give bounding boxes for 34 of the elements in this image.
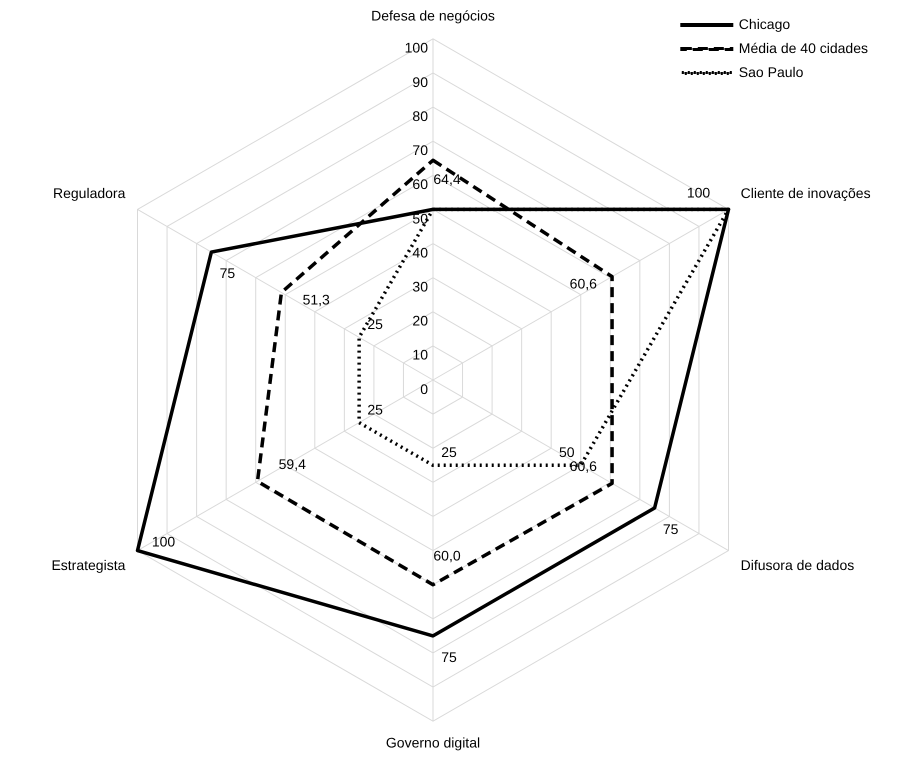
y-tick-label: 60 (412, 176, 428, 192)
y-tick-label: 90 (412, 74, 428, 90)
data-label: 75 (441, 648, 457, 665)
legend-label: Chicago (738, 16, 790, 32)
data-label: 64,4 (433, 171, 461, 188)
y-tick-label: 80 (412, 108, 428, 124)
data-label: 100 (686, 184, 710, 200)
data-label: 60,6 (570, 458, 598, 474)
data-label: 75 (662, 520, 679, 537)
y-tick-label: 100 (404, 40, 428, 56)
y-tick-label: 10 (412, 346, 428, 363)
y-tick-label: 40 (412, 244, 428, 260)
data-label: 75 (220, 264, 236, 281)
spoke-label: Estrategista (51, 556, 126, 573)
y-tick-label: 20 (412, 312, 428, 329)
y-tick-label: 30 (412, 278, 428, 294)
spoke-label: Reguladora (52, 184, 126, 201)
data-label: 25 (367, 402, 384, 418)
legend-label: Média de 40 cidades (738, 40, 868, 56)
data-label: 50 (558, 444, 575, 460)
data-label: 25 (441, 444, 457, 460)
spoke-label: Difusora de dados (740, 556, 854, 573)
y-tick-label: 0 (420, 380, 428, 397)
data-label: 60,6 (570, 275, 598, 292)
data-label: 100 (152, 533, 176, 550)
data-label: 59,4 (278, 456, 306, 472)
data-label: 25 (367, 316, 384, 332)
legend-label: Sao Paulo (738, 64, 804, 80)
data-label: 51,3 (302, 291, 330, 308)
spoke-label: Defesa de negócios (371, 7, 495, 24)
y-tick-label: 70 (412, 142, 428, 158)
spoke-label: Governo digital (386, 734, 480, 750)
data-label: 60,0 (433, 548, 461, 564)
spoke-label: Cliente de inovações (740, 184, 871, 201)
